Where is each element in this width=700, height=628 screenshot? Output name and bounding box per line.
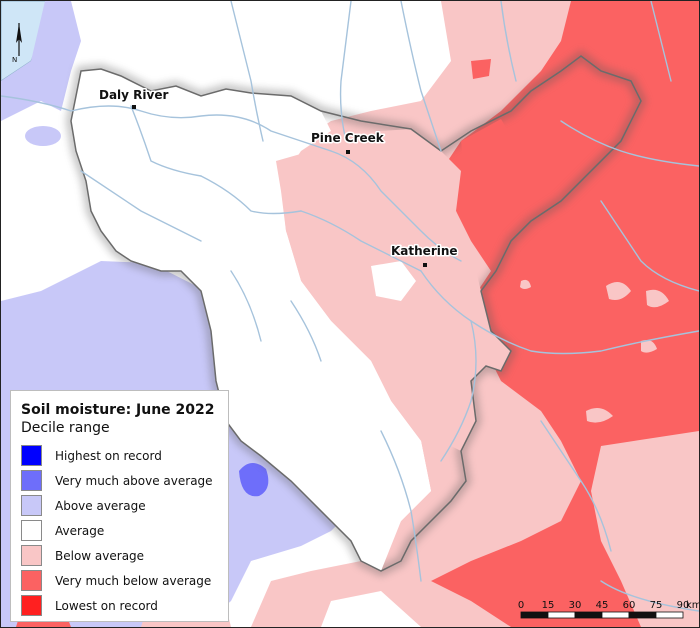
scale-tick-label: 0 (518, 600, 524, 611)
scale-bar: 0 15 30 45 60 75 90 km (518, 600, 699, 619)
scale-tick-label: 60 (623, 600, 636, 611)
region-below-average-hole-2 (646, 289, 669, 308)
scale-segment (574, 611, 603, 619)
legend-row: Average (21, 518, 228, 543)
legend-label: Below average (55, 548, 145, 563)
legend-label: Average (55, 523, 105, 538)
region-below-average-hole-1 (606, 282, 631, 300)
legend-swatch (21, 545, 42, 566)
north-arrow-label: N (12, 56, 17, 64)
legend-label: Very much below average (55, 573, 212, 588)
town-label-katherine: Katherine (391, 244, 458, 258)
town-marker (423, 263, 427, 267)
scale-segment (601, 611, 630, 619)
legend-swatch (21, 570, 42, 591)
legend-swatch (21, 470, 42, 491)
town-marker (132, 105, 136, 109)
legend-row: Above average (21, 493, 228, 518)
region-above-average-north (1, 1, 81, 121)
town-katherine[interactable]: Katherine (390, 243, 459, 267)
legend: Soil moisture: June 2022 Decile range Hi… (10, 390, 229, 622)
town-marker (346, 150, 350, 154)
region-below-average-hole-3 (586, 407, 613, 423)
scale-segment (655, 611, 684, 619)
region-very-much-above-average (239, 462, 269, 497)
legend-row: Below average (21, 543, 228, 568)
legend-label: Very much above average (55, 473, 213, 488)
catchment-area (71, 69, 431, 571)
legend-row: Very much above average (21, 468, 228, 493)
region-below-average-hole-6 (591, 431, 699, 627)
legend-label: Lowest on record (55, 598, 158, 613)
scale-unit: km (686, 600, 699, 611)
scale-tick-label: 75 (650, 600, 663, 611)
town-label-pine-creek: Pine Creek (311, 131, 385, 145)
catchment-boundary (70, 55, 642, 572)
legend-title: Soil moisture: June 2022 (21, 402, 215, 418)
scale-segment (628, 611, 657, 619)
river-network (1, 1, 699, 612)
scale-tick-label: 15 (542, 600, 555, 611)
region-very-much-below-average-patch-1 (471, 59, 491, 79)
town-pine-creek[interactable]: Pine Creek (310, 130, 386, 154)
legend-swatch (21, 445, 42, 466)
legend-swatch (21, 495, 42, 516)
legend-subtitle: Decile range (21, 420, 110, 436)
scale-tick-label: 30 (569, 600, 582, 611)
scale-segment (547, 611, 576, 619)
town-daly-river[interactable]: Daly River (98, 87, 170, 109)
legend-row: Lowest on record (21, 593, 228, 618)
legend-swatch (21, 520, 42, 541)
scale-tick-label: 90 (677, 600, 690, 611)
legend-row: Very much below average (21, 568, 228, 593)
scale-segment (520, 611, 549, 619)
region-very-much-below-average-catchment (461, 119, 511, 159)
legend-items: Highest on record Very much above average… (21, 443, 228, 618)
region-below-average-hole-4 (520, 279, 531, 289)
north-arrow: N (12, 23, 22, 64)
legend-label: Above average (55, 498, 146, 513)
region-average-hole (371, 261, 416, 301)
town-label-daly-river: Daly River (99, 88, 168, 102)
region-above-average-patch (25, 126, 61, 146)
scale-tick-label: 45 (596, 600, 609, 611)
legend-row: Highest on record (21, 443, 228, 468)
region-below-average-hole-5 (641, 340, 657, 353)
legend-label: Highest on record (55, 448, 162, 463)
legend-swatch (21, 595, 42, 616)
